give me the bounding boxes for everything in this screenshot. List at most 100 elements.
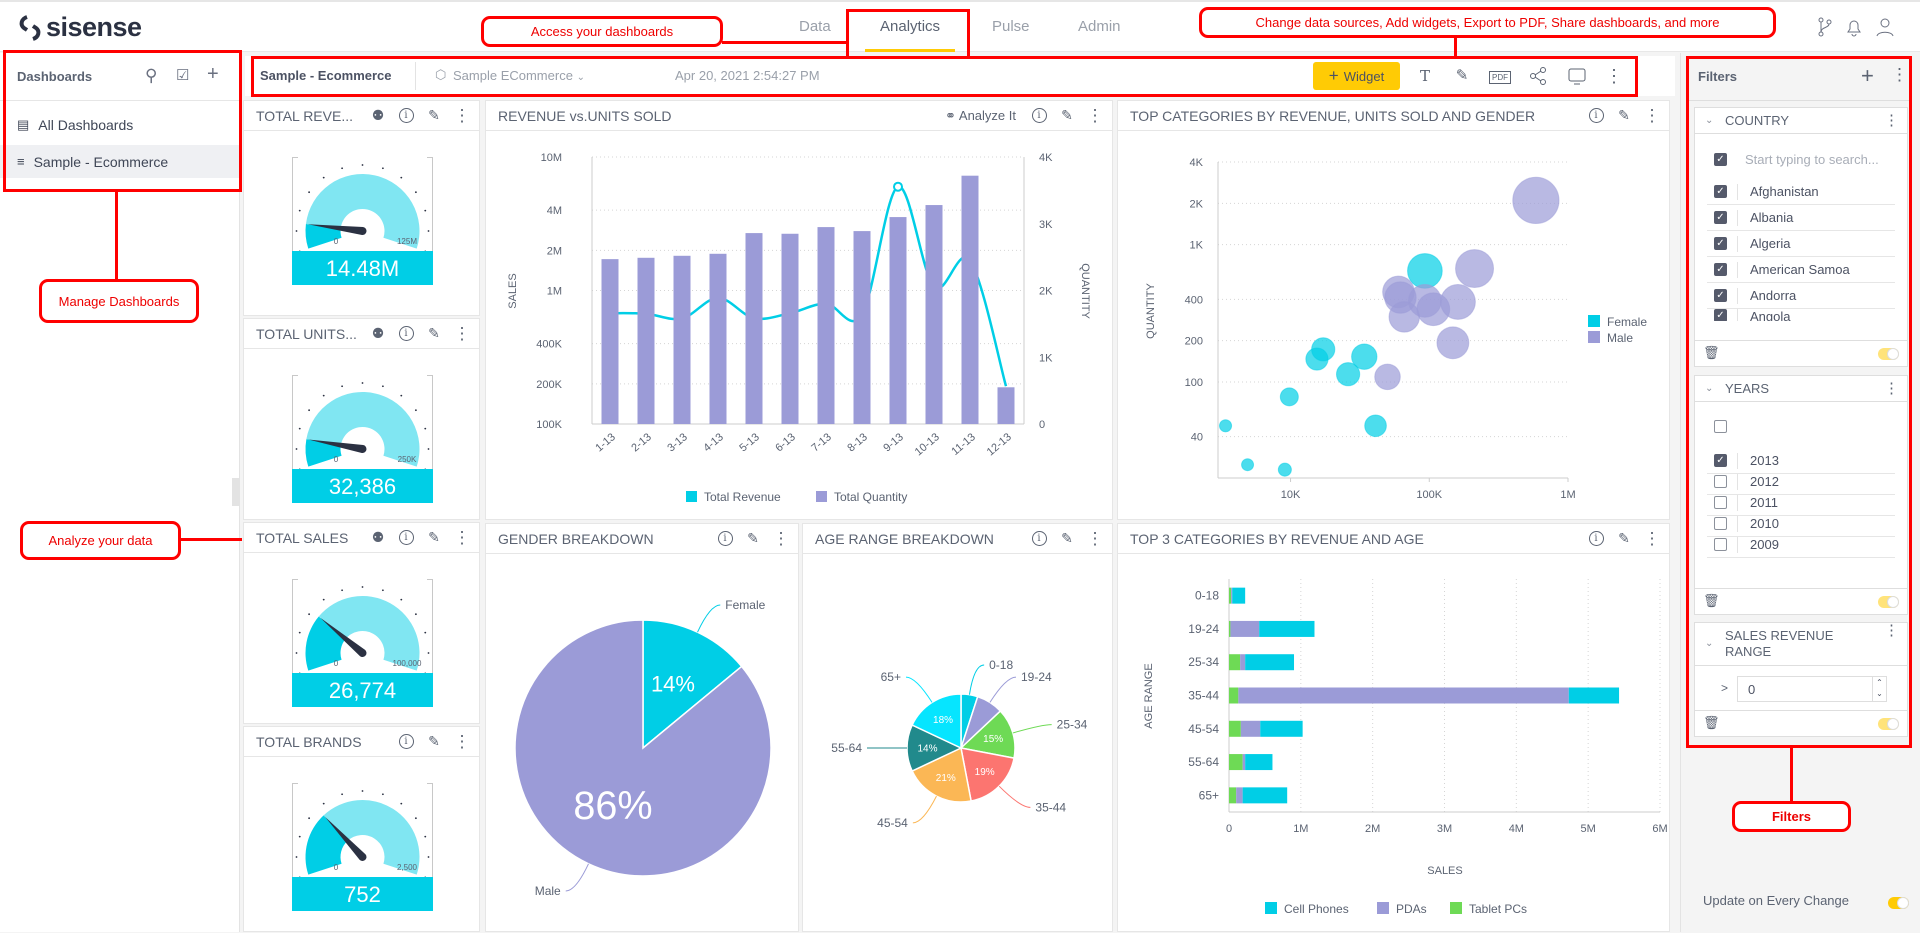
filter-header[interactable]: ⌄ COUNTRY ⋮ <box>1695 108 1907 134</box>
bubble-male <box>1512 176 1560 225</box>
info-icon[interactable]: i <box>395 326 417 341</box>
filter-checkbox[interactable]: ✓ <box>1714 289 1727 302</box>
pencil-icon[interactable]: ✎ <box>428 733 440 749</box>
filter-enable-toggle[interactable] <box>1878 348 1899 360</box>
filter-checkbox[interactable]: ✓ <box>1714 454 1727 467</box>
share-icon[interactable] <box>1526 64 1550 88</box>
pencil-icon[interactable]: ✎ <box>747 530 759 546</box>
filter-item-2012[interactable]: 2012 <box>1707 469 1895 495</box>
country-search-input[interactable]: Start typing to search... <box>1745 152 1879 167</box>
more-icon[interactable]: ⋮ <box>1086 528 1104 548</box>
filter-item-american-samoa[interactable]: ✓ American Samoa <box>1707 257 1895 283</box>
filter-item-2011[interactable]: 2011 <box>1707 490 1895 516</box>
filter-item-2009[interactable]: 2009 <box>1707 532 1895 558</box>
info-icon[interactable]: i <box>1585 531 1607 546</box>
filter-checkbox[interactable] <box>1714 538 1727 551</box>
select-all-checkbox[interactable]: ✓ <box>1714 153 1727 166</box>
filter-checkbox[interactable] <box>1714 496 1727 509</box>
filter-checkbox[interactable]: ✓ <box>1714 185 1727 198</box>
nav-tab-data[interactable]: Data <box>799 18 831 35</box>
search-icon[interactable]: ⚲ <box>145 66 158 85</box>
filter-item-2010[interactable]: 2010 <box>1707 511 1895 537</box>
info-icon[interactable]: i <box>1585 108 1607 123</box>
monitor-icon[interactable] <box>1565 64 1589 88</box>
more-icon[interactable]: ⋮ <box>772 528 790 548</box>
nav-tab-analytics[interactable]: Analytics <box>880 18 941 35</box>
filter-checkbox[interactable]: ✓ <box>1714 309 1727 321</box>
analyze-owl-icon[interactable]: ⚉ <box>371 325 385 341</box>
filter-header[interactable]: ⌄ SALES REVENUE RANGE ⋮ <box>1695 623 1907 666</box>
filter-enable-toggle[interactable] <box>1878 596 1899 608</box>
more-icon[interactable]: ⋮ <box>1891 65 1908 84</box>
sidebar-item-sample-ecommerce[interactable]: ≡ Sample - Ecommerce <box>0 145 239 178</box>
more-icon[interactable]: ⋮ <box>1605 66 1623 86</box>
value-stepper[interactable]: ⌃ ⌄ <box>1872 677 1886 701</box>
more-icon[interactable]: ⋮ <box>453 527 471 547</box>
select-all-checkbox[interactable] <box>1714 420 1727 433</box>
sisense-logo[interactable]: sisense <box>18 12 142 43</box>
trash-icon[interactable]: 🗑 <box>1703 715 1720 730</box>
gauge-max-label: 2,500 <box>397 863 418 872</box>
more-icon[interactable]: ⋮ <box>453 731 471 751</box>
pencil-icon[interactable]: ✎ <box>428 107 440 123</box>
filter-item-2013[interactable]: ✓ 2013 <box>1707 448 1895 474</box>
filter-item-andorra[interactable]: ✓ Andorra <box>1707 283 1895 309</box>
bell-icon[interactable] <box>1843 16 1865 38</box>
analyze-it-button[interactable]: ⚭ Analyze It <box>945 108 1016 124</box>
more-icon[interactable]: ⋮ <box>1643 528 1661 548</box>
filter-checkbox[interactable] <box>1714 475 1727 488</box>
plus-icon[interactable]: + <box>207 63 219 85</box>
more-icon[interactable]: ⋮ <box>1643 105 1661 125</box>
analyze-owl-icon[interactable]: ⚉ <box>371 107 385 123</box>
analyze-owl-icon[interactable]: ⚉ <box>371 529 385 545</box>
filter-item-afghanistan[interactable]: ✓ Afghanistan <box>1707 179 1895 205</box>
branch-icon[interactable] <box>1814 16 1836 38</box>
more-icon[interactable]: ⋮ <box>1884 112 1899 129</box>
sidebar-collapse-handle[interactable] <box>232 478 240 506</box>
more-icon[interactable]: ⋮ <box>453 323 471 343</box>
filter-checkbox[interactable]: ✓ <box>1714 237 1727 250</box>
trash-icon[interactable]: 🗑 <box>1703 345 1720 360</box>
nav-tab-admin[interactable]: Admin <box>1078 18 1121 35</box>
text-icon[interactable]: T <box>1419 67 1430 85</box>
update-on-every-change-toggle[interactable] <box>1888 897 1909 909</box>
info-icon[interactable]: i <box>1028 108 1050 123</box>
info-icon[interactable]: i <box>395 530 417 545</box>
filter-checkbox[interactable]: ✓ <box>1714 211 1727 224</box>
range-value-input[interactable]: 0 ⌃ ⌄ <box>1737 676 1887 702</box>
y-tick-label: 4M <box>547 205 562 217</box>
user-icon[interactable] <box>1874 16 1896 38</box>
logo-text: sisense <box>46 12 142 42</box>
trash-icon[interactable]: 🗑 <box>1703 593 1720 608</box>
info-icon[interactable]: i <box>714 531 736 546</box>
filter-enable-toggle[interactable] <box>1878 718 1899 730</box>
nav-tab-pulse[interactable]: Pulse <box>992 18 1030 35</box>
info-icon[interactable]: i <box>1028 531 1050 546</box>
add-filter-icon[interactable]: + <box>1861 63 1874 88</box>
more-icon[interactable]: ⋮ <box>1086 105 1104 125</box>
pencil-icon[interactable]: ✎ <box>1061 530 1073 546</box>
filter-title: YEARS <box>1725 381 1770 396</box>
filter-item-albania[interactable]: ✓ Albania <box>1707 205 1895 231</box>
add-widget-button[interactable]: + Widget <box>1313 62 1400 90</box>
more-icon[interactable]: ⋮ <box>1884 622 1899 639</box>
sidebar-item-all-dashboards[interactable]: ▤ All Dashboards <box>0 108 239 141</box>
pencil-icon[interactable]: ✎ <box>1618 530 1630 546</box>
filter-checkbox[interactable]: ✓ <box>1714 263 1727 276</box>
pencil-icon[interactable]: ✎ <box>428 529 440 545</box>
filter-checkbox[interactable] <box>1714 517 1727 530</box>
filter-item-algeria[interactable]: ✓ Algeria <box>1707 231 1895 257</box>
pencil-icon[interactable]: ✎ <box>428 325 440 341</box>
filter-item-angola[interactable]: ✓ Angola <box>1707 309 1895 321</box>
filter-header[interactable]: ⌄ YEARS ⋮ <box>1695 376 1907 402</box>
info-icon[interactable]: i <box>395 108 417 123</box>
more-icon[interactable]: ⋮ <box>1884 380 1899 397</box>
datasource-selector[interactable]: Sample ECommerce ⌄ <box>453 68 585 83</box>
info-icon[interactable]: i <box>395 734 417 749</box>
brush-icon[interactable]: ✎ <box>1455 67 1469 84</box>
pencil-icon[interactable]: ✎ <box>1061 107 1073 123</box>
checklist-icon[interactable]: ☑ <box>176 67 190 84</box>
more-icon[interactable]: ⋮ <box>453 105 471 125</box>
pencil-icon[interactable]: ✎ <box>1618 107 1630 123</box>
pdf-icon[interactable]: PDF <box>1488 64 1512 88</box>
